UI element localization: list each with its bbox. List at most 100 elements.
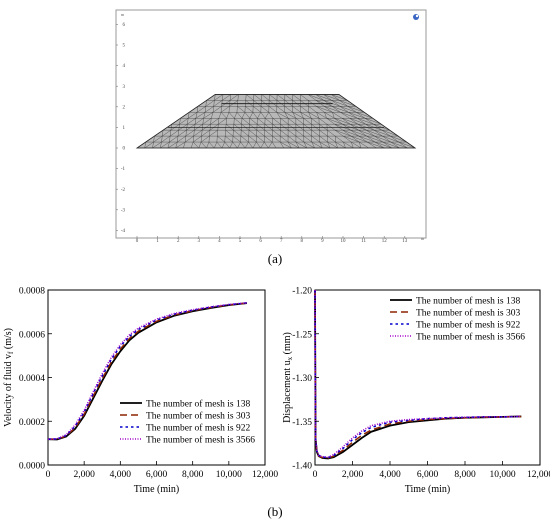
x-tick-label: 12,000: [252, 470, 278, 480]
mesh-edge: [323, 94, 332, 101]
mesh-edge: [347, 100, 356, 107]
mesh-edge: [276, 106, 285, 113]
mesh-edge: [193, 130, 203, 137]
mesh-edge: [190, 141, 194, 149]
mesh-edge: [303, 118, 312, 125]
mesh-edge: [307, 94, 317, 101]
mesh-edge: [229, 94, 231, 101]
mesh-edge: [276, 112, 289, 119]
mesh-edge: [343, 135, 352, 143]
y-tick-label: -1.40: [292, 462, 312, 472]
mesh-edge: [201, 130, 211, 137]
mesh-edge: [350, 129, 367, 137]
mesh-edge: [374, 141, 392, 149]
mesh-edge: [357, 118, 366, 125]
mesh-edge: [335, 135, 344, 143]
mesh-edge: [303, 141, 315, 149]
mesh-edge: [261, 94, 270, 101]
mesh-edge: [390, 135, 399, 143]
mesh-edge: [187, 118, 189, 125]
mesh-edge: [202, 118, 212, 125]
x-tick-label: 4,000: [379, 470, 401, 480]
mesh-edge: [303, 141, 308, 149]
y-axis-label-unit: (m/s): [3, 328, 14, 352]
x-tick-label: 4,000: [110, 470, 132, 480]
mesh-edge: [327, 141, 338, 149]
mesh-edge: [152, 141, 162, 149]
mesh-edge: [359, 141, 362, 149]
mesh-edge: [342, 129, 359, 137]
mesh-x-tick-label: 9: [321, 239, 324, 244]
mesh-edge: [245, 106, 253, 113]
mesh-edge: [300, 112, 312, 119]
mesh-edge: [347, 106, 365, 113]
mesh-edge: [171, 118, 181, 125]
mesh-edge: [348, 112, 358, 119]
x-tick-label: 8,000: [182, 470, 204, 480]
mesh-edge: [374, 141, 385, 149]
mesh-edge: [342, 130, 352, 137]
mesh-edge: [284, 106, 293, 113]
mesh-x-tick-label: 11: [361, 239, 366, 244]
mesh-edge: [374, 135, 384, 143]
x-tick-label: 0: [313, 470, 318, 480]
mesh-edge: [295, 141, 300, 149]
mesh-edge: [225, 130, 234, 137]
mesh-edge: [316, 112, 320, 119]
mesh-edge: [260, 106, 269, 113]
mesh-edge: [206, 94, 216, 101]
mesh-edge: [390, 141, 408, 149]
mesh-edge: [175, 142, 178, 149]
mesh-edge: [349, 118, 359, 125]
mesh-edge: [355, 106, 365, 113]
displacement-chart: 0 2,000 4,000 6,000 8,000 10,000 12,000 -1.20 -1…: [282, 287, 550, 496]
mesh-x-unit: m: [421, 236, 425, 241]
mesh-edge: [364, 112, 373, 119]
mesh-edge: [308, 112, 312, 119]
mesh-edge: [272, 135, 281, 143]
mesh-edge: [241, 112, 246, 119]
mesh-edge: [292, 112, 297, 119]
mesh-edge: [252, 141, 257, 149]
mesh-edge: [343, 141, 346, 149]
mesh-y-unit: m: [121, 12, 125, 17]
mesh-edge: [264, 141, 269, 149]
mesh-edge: [212, 106, 222, 113]
y-tick-label: -1.35: [292, 418, 312, 428]
mesh-edge: [226, 112, 230, 119]
mesh-edge: [237, 106, 246, 113]
mesh-edge: [319, 141, 323, 149]
mesh-edge: [253, 94, 262, 101]
mesh-edge: [160, 142, 162, 149]
x-tick-label: 2,000: [73, 470, 95, 480]
mesh-edge: [280, 135, 289, 143]
mesh-edge: [300, 106, 309, 113]
mesh-edge: [214, 141, 218, 149]
mesh-edge: [382, 135, 399, 143]
mesh-edge: [187, 118, 196, 125]
mesh-edge: [349, 118, 366, 125]
mesh-edge: [268, 106, 277, 113]
y-axis-label: Displacement ux (mm): [282, 332, 294, 423]
series-line-2: [48, 302, 247, 440]
mesh-y-tick-label: 0: [123, 147, 126, 152]
mesh-edge: [180, 112, 190, 119]
mesh-edge: [236, 112, 243, 119]
mesh-edge: [201, 130, 203, 137]
mesh-edge: [331, 94, 340, 101]
mesh-edge: [222, 94, 224, 101]
mesh-edge: [366, 135, 376, 143]
mesh-edge: [324, 106, 333, 113]
mesh-edge: [316, 112, 327, 119]
mesh-edge: [257, 112, 261, 119]
mesh-edge: [373, 130, 383, 137]
mesh-x-tick-label: 4: [218, 239, 221, 244]
mesh-edge: [185, 130, 195, 137]
mesh-edge: [276, 94, 285, 101]
mesh-edge: [167, 141, 178, 149]
mesh-edge: [366, 129, 383, 137]
mesh-edge: [192, 136, 194, 143]
y-tick-label: 0.0006: [19, 330, 45, 340]
mesh-edge: [398, 141, 416, 149]
